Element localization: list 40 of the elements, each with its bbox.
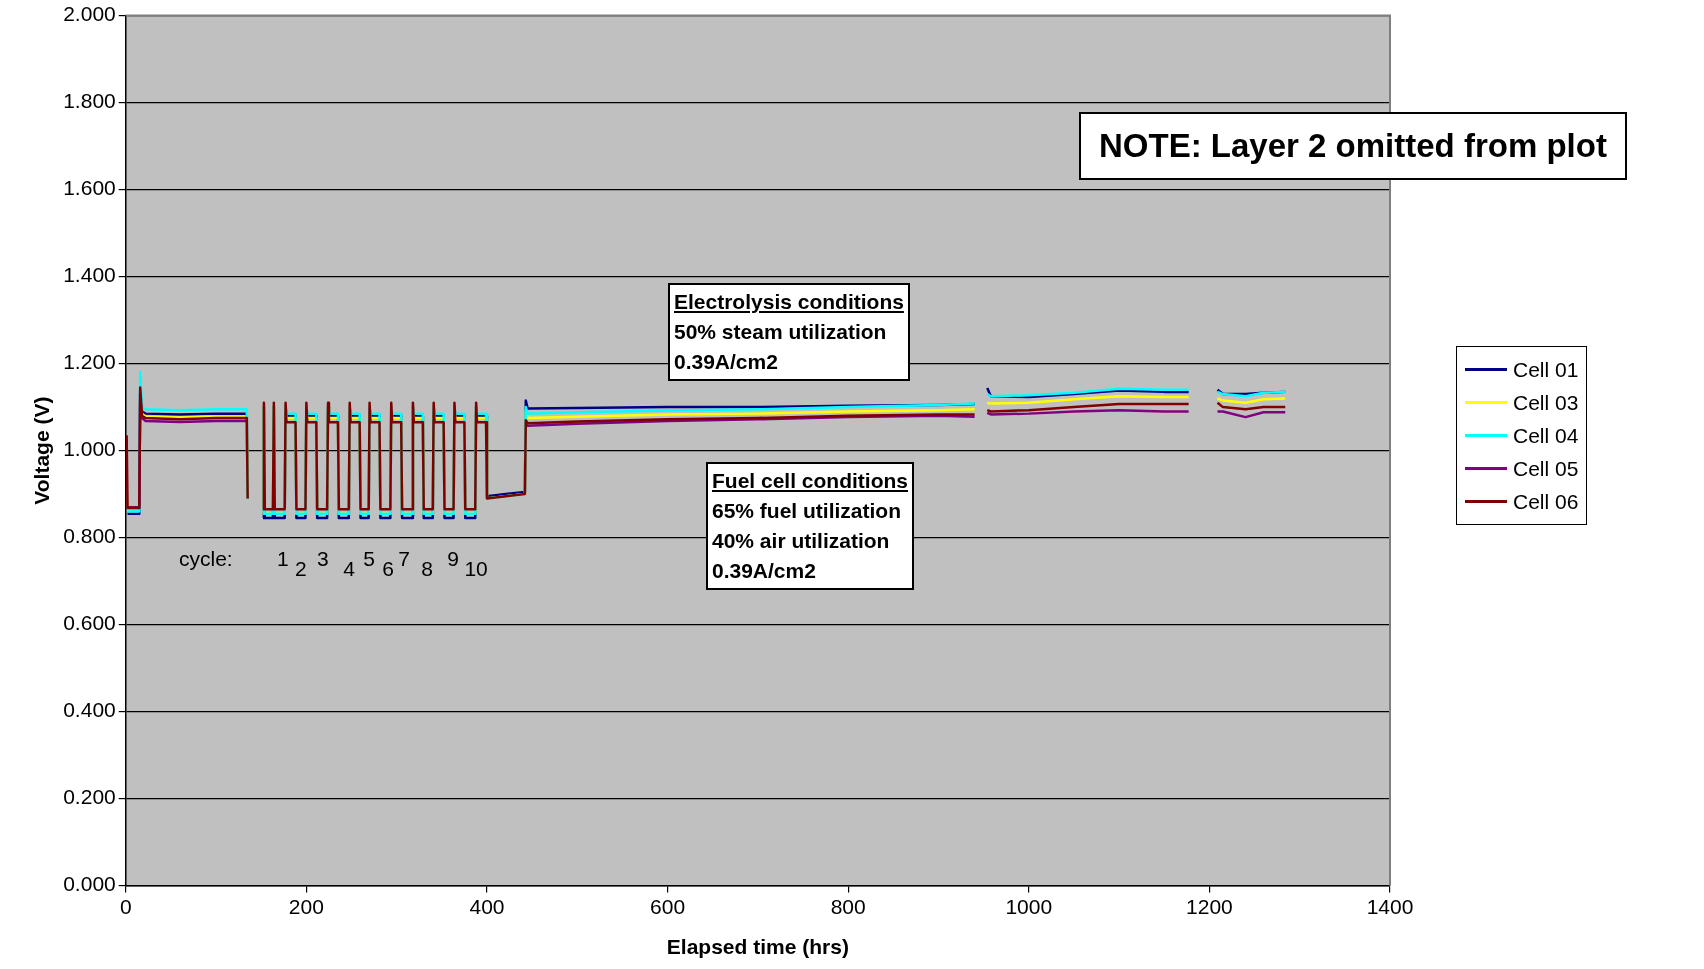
annotation: 6: [382, 556, 394, 580]
y-tick-label: 1.200: [63, 350, 116, 374]
annotation: NOTE: Layer 2 omitted from plot: [1099, 126, 1607, 166]
y-tick-label: 0.800: [63, 524, 116, 548]
legend-label: Cell 06: [1513, 489, 1579, 514]
x-tick-label: 800: [830, 895, 866, 918]
annotation: Electrolysis conditions 50% steam utilization 0.39A/cm2: [674, 289, 904, 375]
legend-label: Cell 05: [1513, 456, 1579, 481]
annotation: 3: [317, 546, 329, 570]
x-tick-label: 1200: [1186, 895, 1233, 918]
x-tick-label: 600: [650, 895, 686, 918]
y-axis-title: Voltage (V): [30, 396, 54, 505]
annotation: Fuel cell conditions 65% fuel utilization 40% air utilization 0.39A/cm2: [712, 468, 909, 584]
annotation: 7: [398, 546, 410, 570]
x-tick-label: 200: [288, 895, 324, 918]
annotation: 4: [343, 556, 356, 580]
x-tick-label: 0: [119, 895, 132, 918]
y-tick-label: 0.200: [63, 785, 116, 809]
x-axis-title: Elapsed time (hrs): [666, 935, 849, 959]
y-tick-label: 0.600: [63, 611, 116, 635]
y-tick-label: 1.000: [63, 437, 116, 461]
annotation: 10: [464, 556, 488, 580]
x-tick-label: 1000: [1005, 895, 1053, 918]
y-tick-label: 1.600: [63, 176, 116, 200]
annotation: 2: [295, 556, 307, 580]
x-tick-label: 1400: [1366, 895, 1414, 918]
y-tick-label: 0.400: [63, 698, 116, 722]
y-tick-label: 1.800: [63, 89, 116, 113]
legend-label: Cell 04: [1513, 423, 1579, 448]
x-tick-label: 400: [469, 895, 505, 918]
annotation: 8: [421, 556, 433, 580]
y-tick-label: 2.000: [63, 2, 116, 26]
legend-label: Cell 01: [1513, 357, 1579, 382]
y-tick-label: 0.000: [63, 872, 116, 896]
y-tick-label: 1.400: [63, 263, 116, 287]
legend-label: Cell 03: [1513, 390, 1579, 415]
annotation: cycle:: [178, 546, 233, 570]
annotation: 5: [363, 546, 375, 570]
annotation: 1: [277, 546, 289, 570]
annotation: 9: [447, 546, 459, 570]
